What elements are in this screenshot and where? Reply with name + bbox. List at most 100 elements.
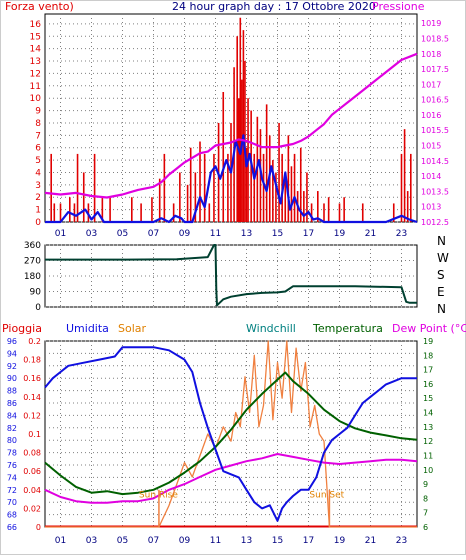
- wind-y-tick-3: 3: [35, 181, 41, 191]
- temp-y-tick-13: 19: [423, 337, 433, 346]
- temp-y-tick-0: 6: [423, 523, 428, 532]
- humidity-y-tick-5: 76: [7, 461, 17, 470]
- rain-y-tick-8: 0.16: [23, 374, 41, 383]
- dew-point-line: [44, 453, 418, 504]
- temp-y-tick-3: 9: [423, 480, 428, 489]
- solar-line: [45, 340, 417, 528]
- wind-y-tick-12: 12: [30, 69, 41, 79]
- wind-x-tick-8: 17: [303, 229, 314, 239]
- humidity-y-tick-2: 70: [7, 498, 17, 507]
- wind-x-tick-2: 05: [117, 229, 128, 239]
- wind-y-tick-2: 2: [35, 193, 41, 203]
- wind-x-tick-3: 07: [148, 229, 159, 239]
- pressure-y-tick-0: 1012.5: [421, 218, 449, 227]
- wind-force-label: Forza vento): [5, 0, 74, 13]
- wind-y-tick-8: 8: [35, 119, 41, 129]
- humidity-y-tick-9: 84: [7, 411, 17, 420]
- wind-x-tick-5: 11: [210, 229, 221, 239]
- temp-y-tick-5: 11: [423, 451, 433, 460]
- wind-y-tick-10: 10: [30, 94, 42, 104]
- compass-label-1: W: [437, 251, 449, 265]
- wind-x-tick-0: 01: [55, 229, 66, 239]
- pressure-y-tick-4: 1014.5: [421, 157, 449, 166]
- weather-x-tick-9: 19: [334, 536, 346, 546]
- rain-y-tick-5: 0.1: [28, 430, 41, 439]
- temp-y-tick-8: 14: [423, 409, 433, 418]
- wind-y-tick-0: 0: [35, 218, 41, 228]
- wind-y-tick-14: 14: [30, 45, 42, 55]
- humidity-y-tick-15: 96: [7, 337, 17, 346]
- weather-x-tick-8: 17: [303, 536, 314, 546]
- rain-y-tick-0: 0: [36, 523, 41, 532]
- rain-y-tick-9: 0.18: [23, 356, 41, 365]
- direction-y-tick-0: 360: [24, 241, 41, 251]
- rain-y-tick-10: 0.2: [28, 337, 41, 346]
- pressure-y-tick-1: 1013: [421, 203, 441, 212]
- humidity-y-tick-10: 86: [7, 399, 17, 408]
- humidity-y-tick-13: 92: [7, 362, 17, 371]
- weather-x-tick-7: 15: [272, 536, 283, 546]
- humidity-label: Umidita: [66, 322, 109, 335]
- temp-y-tick-12: 18: [423, 351, 433, 360]
- temp-y-tick-1: 7: [423, 509, 428, 518]
- weather-x-tick-10: 21: [365, 536, 376, 546]
- pressure-y-tick-7: 1016: [421, 111, 441, 120]
- weather-x-tick-6: 13: [241, 536, 252, 546]
- weather-x-tick-0: 01: [55, 536, 66, 546]
- wind-y-tick-15: 15: [30, 32, 41, 42]
- pressure-y-tick-6: 1015.5: [421, 126, 449, 135]
- rain-y-tick-2: 0.04: [23, 486, 41, 495]
- rain-y-tick-3: 0.06: [23, 467, 41, 476]
- weather-plot-area: [44, 340, 418, 528]
- weather-x-tick-3: 07: [148, 536, 159, 546]
- compass-label-0: N: [437, 234, 446, 248]
- weather-x-tick-11: 23: [396, 536, 407, 546]
- rain-y-tick-6: 0.12: [23, 411, 41, 420]
- temp-y-tick-9: 15: [423, 394, 433, 403]
- weather-x-tick-5: 11: [210, 536, 221, 546]
- temp-y-tick-2: 8: [423, 494, 428, 503]
- pressure-y-tick-3: 1014: [421, 172, 441, 181]
- humidity-y-tick-11: 88: [7, 387, 17, 396]
- wind-x-tick-1: 03: [86, 229, 97, 239]
- wind-x-tick-9: 19: [334, 229, 346, 239]
- pressure-y-tick-8: 1016.5: [421, 96, 449, 105]
- rain-y-tick-4: 0.08: [23, 449, 41, 458]
- wind-x-tick-4: 09: [179, 229, 191, 239]
- weather-x-tick-1: 03: [86, 536, 97, 546]
- pressure-y-tick-12: 1018.5: [421, 34, 449, 43]
- temperature-label: Temperatura: [312, 322, 383, 335]
- direction-y-tick-1: 270: [24, 257, 41, 267]
- temp-y-tick-10: 16: [423, 380, 433, 389]
- solar-label: Solar: [118, 322, 147, 335]
- pressure-label: Pressione: [372, 0, 425, 13]
- weather-x-tick-4: 09: [179, 536, 191, 546]
- humidity-line: [44, 346, 417, 522]
- rain-label: Pioggia: [2, 322, 42, 335]
- wind-y-tick-13: 13: [30, 57, 41, 67]
- pressure-y-tick-11: 1018: [421, 50, 441, 59]
- wind-y-tick-6: 6: [35, 144, 41, 154]
- wind-y-tick-11: 11: [30, 82, 41, 92]
- humidity-y-tick-14: 94: [7, 349, 17, 358]
- humidity-y-tick-0: 66: [7, 523, 17, 532]
- compass-label-2: S: [437, 268, 445, 282]
- humidity-y-tick-8: 82: [7, 424, 17, 433]
- direction-y-tick-3: 90: [30, 288, 42, 298]
- direction-y-tick-4: 0: [35, 303, 41, 313]
- weather-x-tick-2: 05: [117, 536, 128, 546]
- temperature-line: [44, 371, 418, 496]
- wind-y-tick-16: 16: [30, 20, 42, 30]
- humidity-y-tick-6: 78: [7, 449, 17, 458]
- sun-rise-label: Sun Rise: [139, 491, 178, 501]
- temp-y-tick-4: 10: [423, 466, 433, 475]
- pressure-y-tick-10: 1017.5: [421, 65, 449, 74]
- graph-title: 24 hour graph day : 17 Ottobre 2020: [172, 0, 376, 13]
- compass-label-3: E: [437, 285, 445, 299]
- wind-x-tick-10: 21: [365, 229, 376, 239]
- wind-x-tick-7: 15: [272, 229, 283, 239]
- pressure-y-tick-5: 1015: [421, 142, 441, 151]
- temp-y-tick-7: 13: [423, 423, 433, 432]
